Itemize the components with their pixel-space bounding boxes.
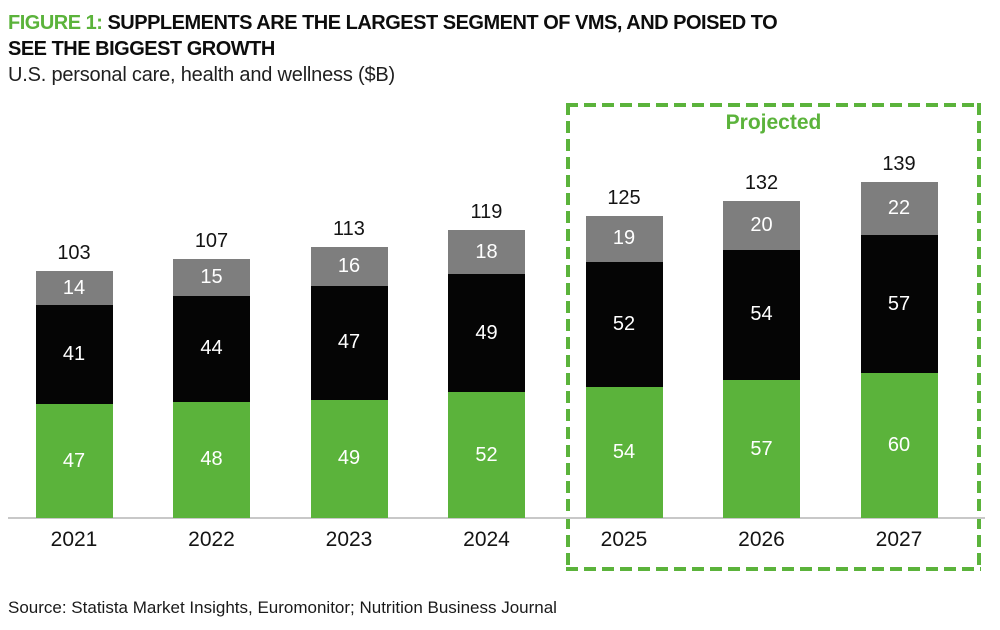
- segment-value-label: 54: [612, 441, 636, 464]
- bar-segment-gray: 20: [723, 201, 800, 250]
- segment-value-label: 44: [200, 337, 223, 360]
- figure-subtitle: U.S. personal care, health and wellness …: [8, 64, 395, 86]
- segment-value-label: 54: [750, 303, 773, 326]
- segment-value-label: 14: [62, 276, 86, 299]
- bar-total-label: 113: [333, 218, 365, 241]
- bar-total-label: 139: [882, 153, 916, 176]
- bar-segment-gray: 15: [173, 259, 250, 296]
- bar-segment-black: 47: [310, 285, 388, 400]
- segment-value-label: 57: [887, 292, 911, 315]
- bar-total-label: 119: [470, 201, 503, 224]
- bar-segment-black: 54: [723, 249, 800, 381]
- bar-segment-green: 52: [448, 392, 525, 518]
- segment-value-label: 47: [337, 331, 361, 354]
- segment-value-label: 20: [750, 214, 773, 237]
- x-axis-tick-label: 2025: [600, 528, 648, 551]
- bar-total-label: 125: [607, 186, 641, 209]
- x-axis-tick-label: 2022: [188, 528, 235, 551]
- bar-segment-green: 54: [585, 387, 663, 518]
- bar-segment-green: 48: [173, 401, 250, 518]
- segment-value-label: 49: [337, 447, 361, 470]
- x-axis-tick-label: 2026: [738, 528, 785, 551]
- bar-segment-green: 47: [35, 404, 113, 518]
- projected-label: Projected: [725, 111, 822, 134]
- x-axis-tick-label: 2027: [875, 528, 923, 551]
- segment-value-label: 16: [337, 255, 361, 278]
- x-axis-line: [8, 517, 985, 519]
- segment-value-label: 49: [475, 321, 498, 344]
- x-axis-tick-label: 2024: [463, 528, 510, 551]
- bar-segment-black: 44: [173, 295, 250, 402]
- segment-value-label: 57: [750, 437, 773, 460]
- figure-title: FIGURE 1: SUPPLEMENTS ARE THE LARGEST SE…: [8, 10, 798, 62]
- bar-segment-gray: 19: [585, 215, 663, 262]
- bar-segment-gray: 16: [310, 247, 388, 286]
- source-note: Source: Statista Market Insights, Euromo…: [8, 598, 557, 617]
- figure-number-label: FIGURE 1:: [8, 12, 103, 34]
- bar-segment-gray: 18: [448, 230, 525, 274]
- figure-title-text: SUPPLEMENTS ARE THE LARGEST SEGMENT OF V…: [8, 12, 778, 60]
- segment-value-label: 15: [200, 266, 223, 289]
- bar-segment-black: 49: [448, 273, 525, 393]
- segment-value-label: 48: [200, 448, 223, 471]
- bar-segment-black: 41: [35, 305, 113, 405]
- bar-segment-gray: 14: [35, 271, 113, 306]
- segment-value-label: 52: [475, 443, 498, 466]
- bar-total-label: 132: [744, 172, 779, 195]
- segment-value-label: 19: [612, 227, 636, 250]
- bar-segment-black: 57: [860, 235, 938, 373]
- segment-value-label: 22: [887, 197, 911, 220]
- segment-value-label: 52: [612, 313, 636, 336]
- x-axis-tick-label: 2021: [50, 528, 98, 551]
- segment-value-label: 41: [62, 343, 86, 366]
- bar-total-label: 107: [194, 230, 229, 253]
- bar-segment-green: 60: [860, 372, 938, 518]
- bar-segment-green: 57: [723, 380, 800, 518]
- bar-segment-black: 52: [585, 261, 663, 388]
- bar-segment-green: 49: [310, 399, 388, 518]
- bar-total-label: 103: [57, 242, 91, 265]
- segment-value-label: 60: [887, 433, 911, 456]
- x-axis-tick-label: 2023: [325, 528, 373, 551]
- segment-value-label: 47: [62, 449, 86, 472]
- segment-value-label: 18: [475, 240, 498, 263]
- bar-segment-gray: 22: [860, 182, 938, 236]
